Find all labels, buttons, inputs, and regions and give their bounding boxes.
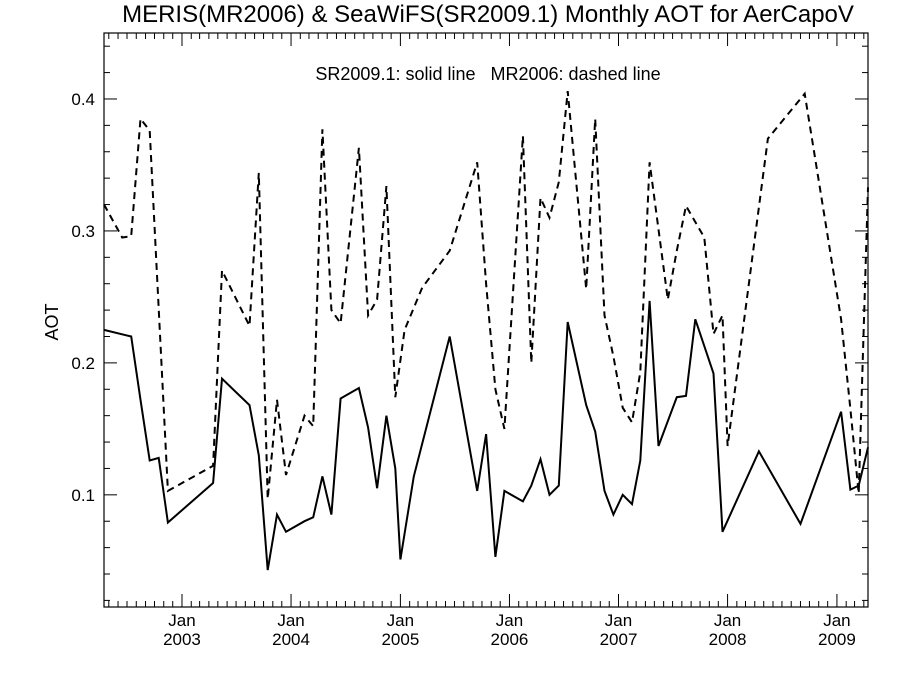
x-tick-year: 2003 xyxy=(163,630,201,649)
legend-annotation: SR2009.1: solid line MR2006: dashed line xyxy=(315,64,660,84)
chart-title: MERIS(MR2006) & SeaWiFS(SR2009.1) Monthl… xyxy=(122,1,854,28)
x-tick-month: Jan xyxy=(496,611,523,630)
x-tick-year: 2009 xyxy=(818,630,856,649)
x-tick-month: Jan xyxy=(823,611,850,630)
x-tick-month: Jan xyxy=(605,611,632,630)
y-tick-label: 0.2 xyxy=(71,354,95,373)
series-line-sr2009-1 xyxy=(103,300,869,571)
y-tick-label: 0.3 xyxy=(71,222,95,241)
y-axis-label: AOT xyxy=(42,303,62,340)
x-tick-year: 2008 xyxy=(709,630,747,649)
y-tick-label: 0.1 xyxy=(71,486,95,505)
x-tick-month: Jan xyxy=(277,611,304,630)
x-tick-month: Jan xyxy=(714,611,741,630)
x-tick-year: 2006 xyxy=(491,630,529,649)
y-tick-label: 0.4 xyxy=(71,90,95,109)
x-tick-year: 2004 xyxy=(272,630,310,649)
x-tick-year: 2005 xyxy=(381,630,419,649)
x-tick-month: Jan xyxy=(387,611,414,630)
axis-ticks: 0.10.20.30.4Jan2003Jan2004Jan2005Jan2006… xyxy=(71,33,868,649)
x-tick-month: Jan xyxy=(168,611,195,630)
x-tick-year: 2007 xyxy=(600,630,638,649)
plot-frame xyxy=(103,32,869,608)
series-layer xyxy=(103,91,869,571)
series-line-mr2006 xyxy=(103,91,869,499)
